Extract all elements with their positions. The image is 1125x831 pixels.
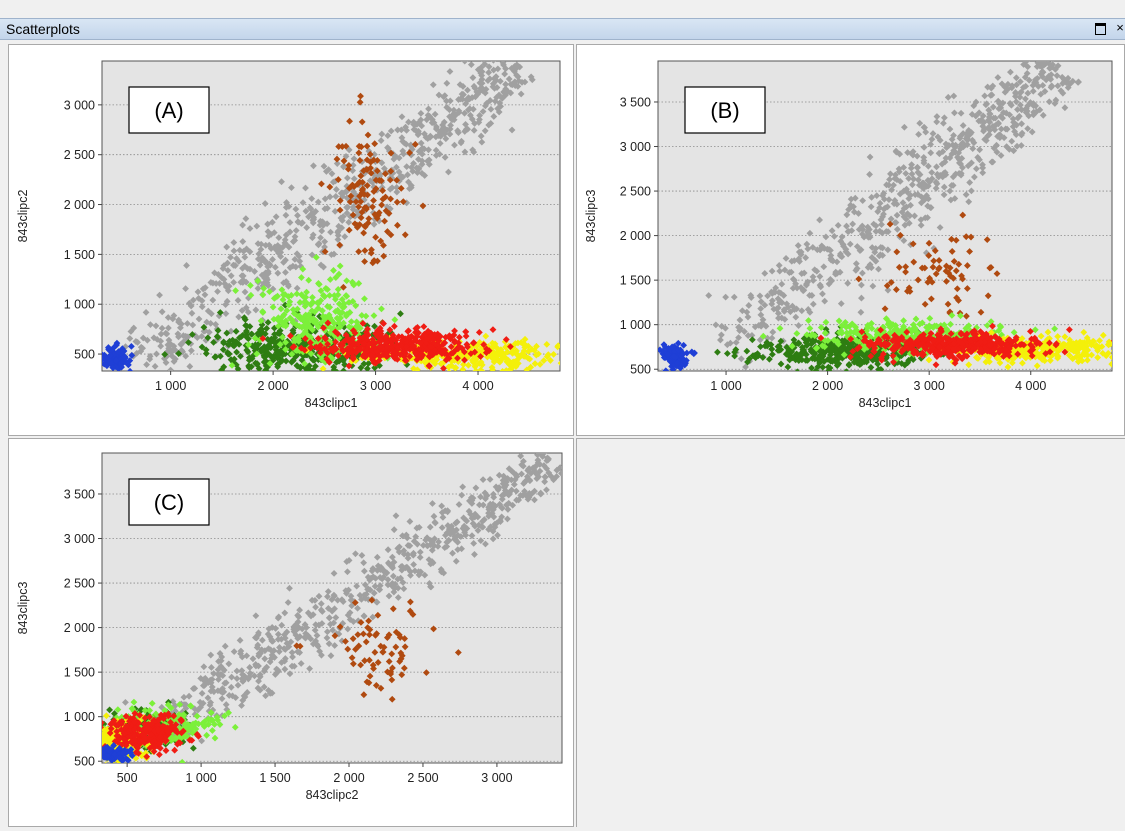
y-tick-label: 1 500 (64, 248, 95, 262)
data-point-gray (494, 46, 501, 53)
data-point-gray (498, 46, 505, 53)
data-point-yellow (567, 346, 573, 353)
x-tick-label: 3 000 (360, 379, 391, 393)
maximize-icon[interactable] (1093, 21, 1107, 35)
y-tick-label: 1 500 (620, 274, 651, 288)
y-axis-label: 843clipc3 (584, 190, 598, 243)
data-point-blue (118, 372, 125, 379)
y-tick-label: 2 500 (620, 185, 651, 199)
data-point-yellow (1112, 334, 1119, 341)
data-point-yellow (567, 355, 573, 362)
data-point-gray (1029, 53, 1036, 60)
x-tick-label: 2 000 (812, 379, 843, 393)
data-point-yellow (1119, 343, 1124, 350)
data-point-gray (221, 374, 228, 381)
y-tick-label: 3 500 (64, 487, 95, 501)
data-point-dark_green (187, 372, 194, 379)
y-tick-label: 500 (630, 363, 651, 377)
data-point-gray (499, 51, 506, 58)
y-tick-label: 500 (74, 755, 95, 769)
scatterplot-a-svg[interactable]: 500 1 000 1 500 2 000 2 500 3 000 1 000 2 000 3 … (9, 45, 573, 435)
x-tick-label: 2 000 (333, 771, 364, 785)
data-point-dark_green (329, 372, 336, 379)
scatterplot-panel-b[interactable]: 500 1 000 1 500 2 000 2 500 3 000 3 500 1 000 2 … (576, 44, 1125, 436)
panel-label: (B) (710, 98, 739, 123)
data-point-gray (566, 465, 573, 472)
data-point-yellow (1120, 352, 1124, 359)
x-axis-label: 843clipc2 (306, 788, 359, 802)
x-tick-label: 1 000 (155, 379, 186, 393)
data-point-yellow (1113, 342, 1120, 349)
y-axis-label: 843clipc3 (16, 582, 30, 635)
scatterplot-b-svg[interactable]: 500 1 000 1 500 2 000 2 500 3 000 3 500 1 000 2 … (577, 45, 1124, 435)
data-point-gray (177, 372, 184, 379)
scatterplot-panel-c[interactable]: 500 1 000 1 500 2 000 2 500 3 000 3 500 500 1 00… (8, 438, 574, 827)
data-point-gray (565, 473, 572, 480)
x-tick-label: 4 000 (1015, 379, 1046, 393)
y-tick-label: 1 000 (64, 298, 95, 312)
data-point-gray (508, 54, 515, 61)
x-axis-label: 843clipc1 (859, 396, 912, 410)
data-point-dark_green (308, 378, 315, 385)
data-point-yellow (1114, 344, 1121, 351)
x-tick-label: 1 500 (259, 771, 290, 785)
data-point-dark_green (320, 371, 327, 378)
close-icon[interactable]: × (1113, 21, 1125, 35)
data-point-gray (506, 53, 513, 60)
x-tick-label: 2 500 (407, 771, 438, 785)
y-tick-label: 2 500 (64, 577, 95, 591)
data-point-dark_green (819, 372, 826, 379)
x-axis-label: 843clipc1 (305, 396, 358, 410)
y-tick-label: 500 (74, 348, 95, 362)
scatterplot-grid: 500 1 000 1 500 2 000 2 500 3 000 1 000 2 000 3 … (8, 44, 1125, 827)
window-title: Scatterplots (6, 21, 80, 37)
data-point-gray (209, 372, 216, 379)
y-tick-label: 2 500 (64, 148, 95, 162)
data-point-dark_green (307, 371, 314, 378)
data-point-gray (1033, 51, 1040, 58)
data-point-dark_green (320, 371, 327, 378)
data-point-gray (529, 445, 536, 452)
data-point-gray (491, 45, 498, 49)
x-tick-label: 1 000 (710, 379, 741, 393)
data-point-light_green (331, 373, 338, 380)
scatterplot-c-svg[interactable]: 500 1 000 1 500 2 000 2 500 3 000 3 500 500 1 00… (9, 439, 573, 826)
data-point-yellow (1112, 345, 1119, 352)
panel-titlebar: Scatterplots × (0, 18, 1125, 40)
y-axis-label: 843clipc2 (16, 190, 30, 243)
data-point-dark_green (326, 371, 333, 378)
data-point-gray (502, 53, 509, 60)
data-point-gray (487, 45, 494, 49)
y-tick-label: 2 000 (620, 229, 651, 243)
y-tick-label: 2 000 (64, 198, 95, 212)
data-point-light_green (334, 376, 341, 383)
panel-label: (A) (154, 98, 183, 123)
x-tick-label: 4 000 (462, 379, 493, 393)
x-tick-label: 500 (117, 771, 138, 785)
y-tick-label: 3 000 (620, 140, 651, 154)
y-tick-label: 3 500 (620, 95, 651, 109)
data-point-yellow (563, 359, 570, 366)
x-tick-label: 3 000 (914, 379, 945, 393)
x-tick-label: 2 000 (257, 379, 288, 393)
data-point-yellow (1115, 351, 1122, 358)
y-tick-label: 1 000 (620, 318, 651, 332)
data-point-dark_green (286, 371, 293, 378)
y-tick-label: 2 000 (64, 621, 95, 635)
scatterplot-panel-a[interactable]: 500 1 000 1 500 2 000 2 500 3 000 1 000 2 000 3 … (8, 44, 574, 436)
y-tick-label: 1 500 (64, 666, 95, 680)
y-tick-label: 3 000 (64, 98, 95, 112)
data-point-yellow (1121, 344, 1124, 351)
data-point-yellow (1123, 353, 1124, 360)
data-point-dark_green (244, 379, 251, 386)
x-tick-label: 3 000 (481, 771, 512, 785)
x-tick-label: 1 000 (185, 771, 216, 785)
y-tick-label: 3 000 (64, 532, 95, 546)
y-tick-label: 1 000 (64, 710, 95, 724)
data-point-dark_green (326, 372, 333, 379)
